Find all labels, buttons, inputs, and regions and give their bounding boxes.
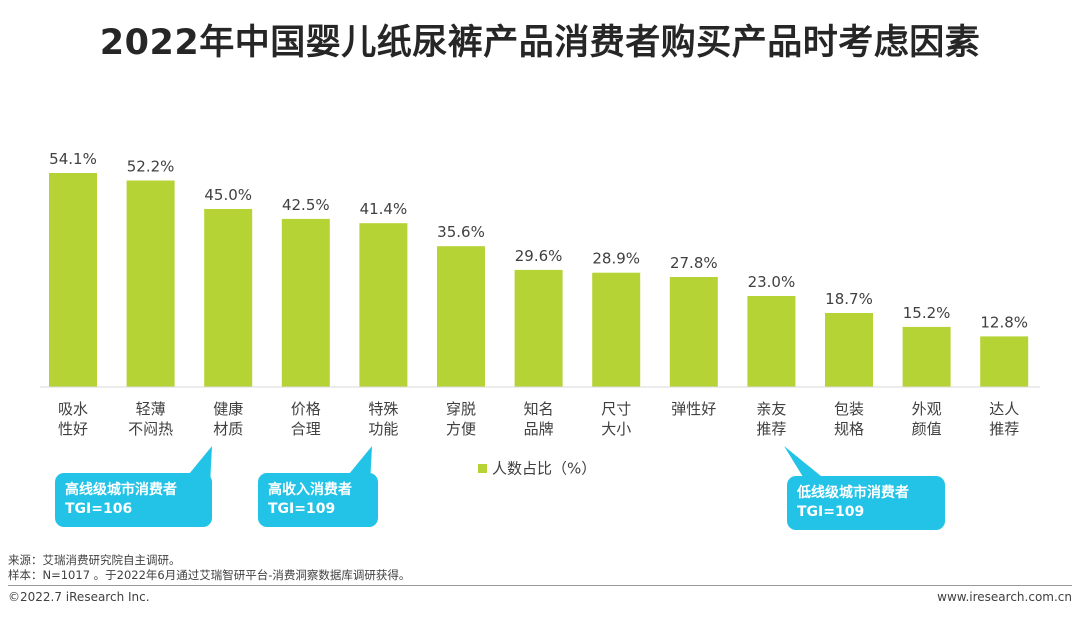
bars-group xyxy=(49,173,1029,387)
value-label-10: 18.7% xyxy=(825,290,873,308)
category-label-5-line-1: 方便 xyxy=(446,420,476,438)
value-label-7: 28.9% xyxy=(592,250,640,268)
value-label-6: 29.6% xyxy=(515,247,563,265)
callout-high-tier-city: 高线级城市消费者 TGI=106 xyxy=(55,473,212,527)
category-label-12-line-0: 达人 xyxy=(989,400,1019,418)
category-label-7-line-0: 尺寸 xyxy=(601,400,631,418)
value-labels-group: 54.1% 52.2% 45.0% 42.5% 41.4% 35.6% 29.6% 28.9%… xyxy=(49,150,1028,331)
category-label-6-line-0: 知名 xyxy=(524,400,554,418)
category-label-2-line-1: 材质 xyxy=(213,420,243,438)
bar-8 xyxy=(669,277,718,387)
value-label-0: 54.1% xyxy=(49,150,97,168)
bar-1 xyxy=(126,180,175,387)
value-label-3: 42.5% xyxy=(282,196,330,214)
category-label-4-line-1: 功能 xyxy=(368,420,398,438)
source-note: 来源：艾瑞消费研究院自主调研。 xyxy=(8,553,181,567)
category-label-1-line-1: 不闷热 xyxy=(128,420,173,438)
callout-high-income-line1: 高收入消费者 xyxy=(268,482,352,498)
category-label-11-line-1: 颜值 xyxy=(912,420,942,438)
category-label-10-line-0: 包装 xyxy=(834,400,864,418)
bar-6 xyxy=(514,269,563,387)
bar-2 xyxy=(204,209,253,387)
category-label-1-line-0: 轻薄 xyxy=(136,400,166,418)
bar-5 xyxy=(437,246,485,387)
category-label-9-line-0: 亲友 xyxy=(756,400,786,418)
legend-swatch xyxy=(478,464,487,473)
value-label-2: 45.0% xyxy=(204,186,252,204)
chart-title: 2022年中国婴儿纸尿裤产品消费者购买产品时考虑因素 xyxy=(99,23,981,63)
footer-divider xyxy=(8,585,1072,586)
bar-10 xyxy=(825,313,873,387)
category-label-10-line-1: 规格 xyxy=(834,420,864,438)
value-label-9: 23.0% xyxy=(748,273,796,291)
callout-tail-3 xyxy=(784,446,832,485)
callout-high-tier-city-line1: 高线级城市消费者 xyxy=(65,482,177,498)
callout-high-tier-city-line2: TGI=106 xyxy=(65,501,133,517)
bar-12 xyxy=(980,336,1029,387)
website-link[interactable]: www.iresearch.com.cn xyxy=(937,590,1072,604)
category-label-9-line-1: 推荐 xyxy=(756,420,786,438)
callout-low-tier-city-line1: 低线级城市消费者 xyxy=(797,485,909,501)
category-label-12-line-1: 推荐 xyxy=(989,420,1019,438)
bar-3 xyxy=(281,218,330,387)
category-label-3-line-1: 合理 xyxy=(291,420,321,438)
value-label-11: 15.2% xyxy=(903,304,951,322)
category-label-4-line-0: 特殊 xyxy=(368,400,398,418)
category-label-0-line-0: 吸水 xyxy=(58,400,88,418)
category-label-5-line-0: 穿脱 xyxy=(446,400,476,418)
category-label-7-line-1: 大小 xyxy=(601,420,631,438)
callout-high-income: 高收入消费者 TGI=109 xyxy=(258,473,378,527)
category-label-2-line-0: 健康 xyxy=(213,400,243,418)
copyright: ©2022.7 iResearch Inc. xyxy=(8,590,150,604)
callout-low-tier-city: 低线级城市消费者 TGI=109 xyxy=(787,476,945,530)
bar-7 xyxy=(592,272,641,387)
bar-0 xyxy=(49,173,97,387)
category-label-3-line-0: 价格 xyxy=(291,400,321,418)
value-label-5: 35.6% xyxy=(437,223,485,241)
legend: 人数占比（%） xyxy=(478,460,596,478)
value-label-1: 52.2% xyxy=(127,158,175,176)
bar-9 xyxy=(747,296,796,387)
bar-4 xyxy=(359,223,408,387)
sample-note: 样本：N=1017 。于2022年6月通过艾瑞智研平台-消费洞察数据库调研获得。 xyxy=(8,568,411,582)
value-label-8: 27.8% xyxy=(670,254,718,272)
category-label-0-line-1: 性好 xyxy=(58,420,88,438)
legend-label: 人数占比（%） xyxy=(492,460,596,478)
category-label-11-line-0: 外观 xyxy=(912,400,942,418)
bar-11 xyxy=(902,326,951,387)
value-label-4: 41.4% xyxy=(360,200,408,218)
callout-high-income-line2: TGI=109 xyxy=(268,501,336,517)
value-label-12: 12.8% xyxy=(980,313,1028,331)
category-label-6-line-1: 品牌 xyxy=(524,420,554,438)
callout-low-tier-city-line2: TGI=109 xyxy=(797,504,865,520)
category-label-8-line-0: 弹性好 xyxy=(671,400,716,418)
